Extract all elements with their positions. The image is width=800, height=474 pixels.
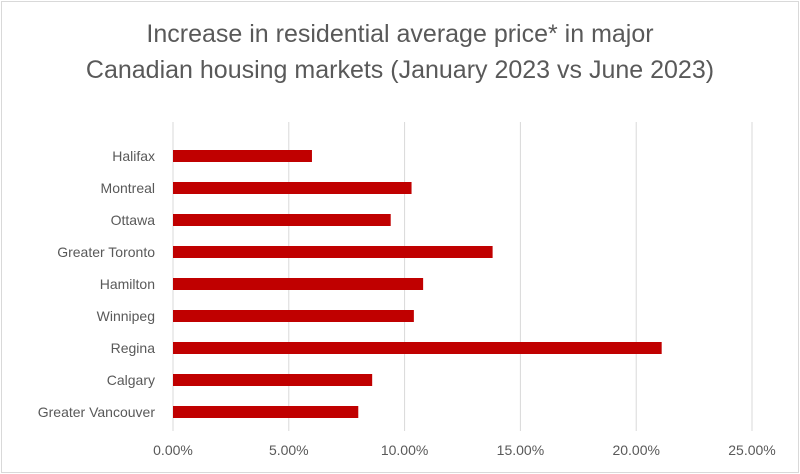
category-label: Greater Toronto [57,244,155,260]
category-label: Montreal [101,180,155,196]
x-tick-label: 25.00% [728,442,775,458]
x-tick-label: 10.00% [381,442,428,458]
chart-title: Increase in residential average price* i… [0,16,800,88]
x-tick-label: 15.00% [497,442,544,458]
bar [173,406,359,418]
category-labels: Halifax Montreal Ottawa Greater Toronto Hami… [38,148,156,420]
bar [173,278,424,290]
category-label: Calgary [107,372,155,388]
bar [173,310,414,322]
x-tick-labels: 0.00% 5.00% 10.00% 15.00% 20.00% 25.00% [153,442,776,458]
category-label: Ottawa [111,212,156,228]
category-label: Regina [111,340,156,356]
category-label: Winnipeg [97,308,155,324]
bar [173,342,662,354]
bar [173,214,391,226]
chart-title-line-1: Increase in residential average price* i… [146,20,654,48]
x-tick-label: 20.00% [612,442,659,458]
x-tick-label: 0.00% [153,442,193,458]
category-label: Greater Vancouver [38,404,156,420]
category-label: Halifax [112,148,155,164]
category-label: Hamilton [100,276,155,292]
bars [173,150,662,418]
x-tick-label: 5.00% [269,442,309,458]
bar [173,182,412,194]
bar [173,374,373,386]
chart-title-line-2: Canadian housing markets (January 2023 v… [85,56,715,84]
bar [173,150,312,162]
bar [173,246,493,258]
